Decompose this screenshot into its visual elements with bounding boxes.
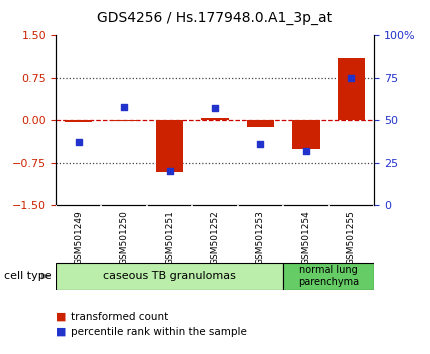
Text: ■: ■: [56, 327, 66, 337]
Text: percentile rank within the sample: percentile rank within the sample: [71, 327, 247, 337]
Text: GDS4256 / Hs.177948.0.A1_3p_at: GDS4256 / Hs.177948.0.A1_3p_at: [98, 11, 332, 25]
Bar: [283, 263, 374, 290]
Bar: [292, 120, 319, 149]
Text: GSM501255: GSM501255: [347, 210, 356, 265]
Text: transformed count: transformed count: [71, 312, 168, 322]
Bar: [338, 58, 365, 120]
Text: GSM501253: GSM501253: [256, 210, 265, 265]
Text: normal lung
parenchyma: normal lung parenchyma: [298, 265, 359, 287]
Point: [166, 169, 173, 174]
Text: ■: ■: [56, 312, 66, 322]
Text: caseous TB granulomas: caseous TB granulomas: [103, 271, 236, 281]
Point: [75, 139, 82, 145]
Point: [348, 75, 355, 81]
Bar: [111, 120, 138, 121]
Text: GSM501249: GSM501249: [74, 210, 83, 264]
Bar: [156, 120, 183, 172]
Point: [302, 148, 309, 154]
Polygon shape: [41, 273, 52, 280]
Bar: [201, 118, 229, 120]
Point: [121, 104, 128, 110]
Bar: [65, 120, 92, 122]
Text: GSM501250: GSM501250: [120, 210, 129, 265]
Text: GSM501252: GSM501252: [211, 210, 219, 264]
Text: cell type: cell type: [4, 271, 52, 281]
Point: [257, 141, 264, 147]
Text: GSM501251: GSM501251: [165, 210, 174, 265]
Bar: [247, 120, 274, 127]
Text: GSM501254: GSM501254: [301, 210, 310, 264]
Point: [212, 105, 218, 111]
Bar: [56, 263, 283, 290]
